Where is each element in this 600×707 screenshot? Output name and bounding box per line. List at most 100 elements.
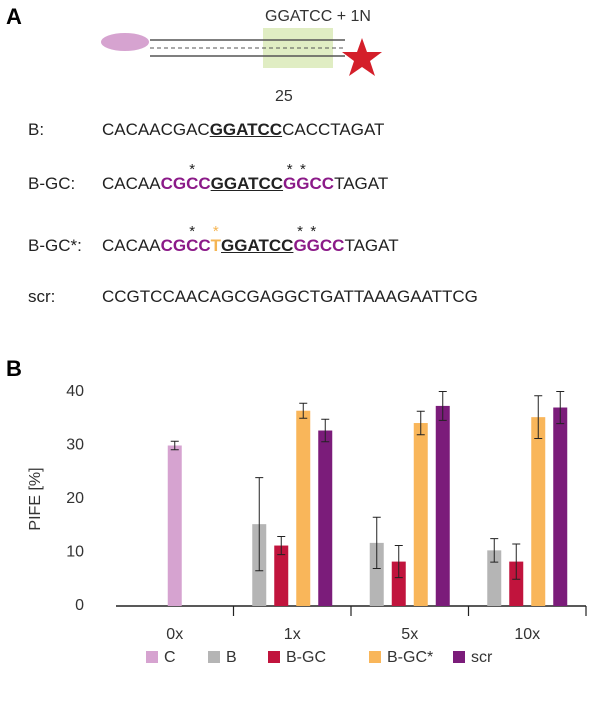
- segment-text: G: [306, 236, 320, 255]
- y-tick-label: 30: [66, 437, 84, 454]
- bar: [369, 542, 384, 606]
- y-tick-label: 10: [66, 544, 84, 561]
- quencher-star: [342, 38, 382, 76]
- error-bar: [170, 440, 179, 451]
- bar: [167, 445, 182, 606]
- panel-label: A: [6, 4, 22, 29]
- x-tick-label: 10x: [514, 626, 540, 643]
- error-bar: [490, 538, 499, 563]
- segment-text: G: [293, 236, 307, 255]
- bar: [413, 423, 428, 606]
- sequence-segment: C: [198, 174, 210, 193]
- y-tick-label: 40: [66, 383, 84, 400]
- chart: PIFE [%] 0 10 20 30 40 0x 1x 5x 10x C B B-GC B-GC* scr: [27, 383, 587, 666]
- segment-text: GGATCC: [209, 120, 283, 139]
- segment-text: C: [186, 236, 199, 255]
- legend-swatch: [268, 651, 280, 663]
- sequence-segment: CC: [320, 236, 345, 255]
- legend-label: B-GC: [286, 649, 326, 666]
- legend-label: C: [164, 649, 176, 666]
- asterisk: *: [299, 161, 306, 178]
- legend-swatch: [369, 651, 381, 663]
- error-bar: [438, 390, 447, 421]
- x-tick-label: 0x: [166, 626, 183, 643]
- asterisk: *: [189, 161, 196, 178]
- x-tick-label: 1x: [284, 626, 301, 643]
- sequence-segment: CG: [161, 236, 187, 255]
- error-bar: [556, 390, 565, 425]
- bar: [391, 561, 406, 606]
- sequence-segment: T *: [210, 223, 222, 255]
- sequence-segment: CACAACGAC: [102, 120, 210, 139]
- segment-text: CC: [319, 236, 345, 255]
- sequence: CACAACGACGGATCCCACCTAGAT: [102, 120, 384, 140]
- sequence: CCGTCCAACAGCGAGGCTGATTAAAGAATTCG: [102, 287, 478, 307]
- sequence-segment: G *: [283, 161, 297, 193]
- error-bar: [277, 535, 286, 556]
- legend-swatch: [208, 651, 220, 663]
- segment-text: CG: [160, 236, 187, 255]
- segment-text: G: [296, 174, 310, 193]
- bar: [487, 550, 502, 606]
- sequence: CACAACGC * CT * GGATCCG * G * CCTAGAT: [102, 223, 399, 256]
- segment-text: T: [210, 236, 222, 255]
- bar: [296, 410, 311, 606]
- segment-text: CG: [160, 174, 187, 193]
- sequence-segment: CG: [161, 174, 187, 193]
- sequence-segment: CCGTCCAACAGCGAGGCTGATTAAAGAATTCG: [102, 287, 478, 306]
- error-bar: [416, 410, 425, 436]
- segment-text: GGATCC: [221, 236, 294, 255]
- error-bar: [534, 395, 543, 440]
- sequence-segment: C: [198, 236, 210, 255]
- legend-label: scr: [471, 649, 493, 666]
- asterisk: *: [297, 223, 303, 240]
- segment-text: TAGAT: [334, 174, 389, 193]
- sequence-segment: C *: [186, 223, 199, 255]
- segment-text: CACCTAGAT: [282, 120, 385, 139]
- segment-text: C: [186, 174, 199, 193]
- segment-text: CCGTCCAACAGCGAGGCTGATTAAAGAATTCG: [102, 287, 478, 306]
- sequence-segment: CACAA: [102, 236, 161, 255]
- bar: [553, 407, 568, 606]
- sequence-name: scr:: [28, 287, 56, 306]
- sequence-segment: TAGAT: [344, 236, 398, 255]
- bar: [531, 417, 546, 606]
- sequence-segment: CC: [310, 174, 335, 193]
- sequence-segment: TAGAT: [334, 174, 388, 193]
- bar: [435, 405, 450, 606]
- site-label: GGATCC + 1N: [265, 8, 371, 25]
- legend-label: B: [226, 649, 237, 666]
- segment-text: G: [283, 174, 297, 193]
- error-bar: [299, 402, 308, 419]
- error-bar: [394, 545, 403, 579]
- segment-text: CACAA: [102, 236, 161, 255]
- y-axis-label: PIFE [%]: [27, 467, 44, 530]
- segment-text: CC: [309, 174, 335, 193]
- error-bar: [255, 477, 264, 572]
- asterisk: *: [310, 223, 317, 240]
- sequence-segment: CACCTAGAT: [282, 120, 384, 139]
- error-bar: [321, 418, 330, 443]
- sequence-segment: CACAA: [102, 174, 161, 193]
- bar: [274, 545, 289, 606]
- sequence-segment: GGATCC: [210, 120, 282, 139]
- sequence: CACAACGC * CGGATCCG * G * CCTAGAT: [102, 161, 388, 194]
- asterisk: *: [189, 223, 196, 240]
- segment-text: CACAA: [102, 174, 161, 193]
- y-tick-label: 20: [66, 490, 84, 507]
- sequence-segment: GGATCC: [211, 174, 283, 193]
- bar: [509, 561, 524, 606]
- error-bar: [512, 543, 521, 580]
- bar: [318, 430, 333, 606]
- panel-label: B: [6, 356, 22, 381]
- segment-text: GGATCC: [210, 174, 284, 193]
- y-tick-label: 0: [75, 597, 84, 614]
- sequence-name: B-GC*:: [28, 236, 82, 255]
- construct-diagram: GGATCC + 1N 25: [101, 8, 382, 105]
- sequence-name: B:: [28, 120, 45, 139]
- x-tick-label: 5x: [401, 626, 418, 643]
- sequence-name: B-GC:: [28, 174, 76, 193]
- asterisk: *: [286, 161, 293, 178]
- legend-swatch: [146, 651, 158, 663]
